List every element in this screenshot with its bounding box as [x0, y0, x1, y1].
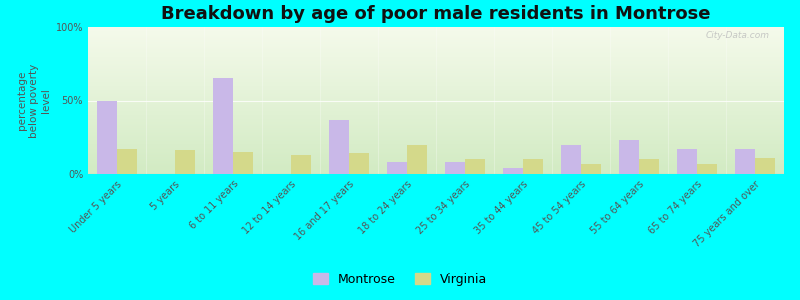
Bar — [639, 159, 659, 174]
Bar — [213, 78, 233, 174]
Bar — [386, 162, 407, 174]
Bar — [349, 153, 370, 174]
Bar — [523, 159, 543, 174]
Bar — [233, 152, 254, 174]
Bar — [97, 100, 117, 174]
Bar — [465, 159, 486, 174]
Bar — [329, 120, 349, 174]
Bar — [734, 149, 755, 174]
Bar — [407, 145, 427, 174]
Bar — [697, 164, 718, 174]
Bar — [581, 164, 602, 174]
Bar — [677, 149, 697, 174]
Title: Breakdown by age of poor male residents in Montrose: Breakdown by age of poor male residents … — [162, 5, 710, 23]
Y-axis label: percentage
below poverty
level: percentage below poverty level — [17, 63, 51, 138]
Text: City-Data.com: City-Data.com — [706, 32, 770, 40]
Bar — [445, 162, 465, 174]
Bar — [502, 168, 523, 174]
Bar — [755, 158, 775, 174]
Legend: Montrose, Virginia: Montrose, Virginia — [308, 268, 492, 291]
Bar — [117, 149, 138, 174]
Bar — [618, 140, 639, 174]
Bar — [561, 145, 581, 174]
Bar — [291, 155, 311, 174]
Bar — [175, 151, 195, 174]
